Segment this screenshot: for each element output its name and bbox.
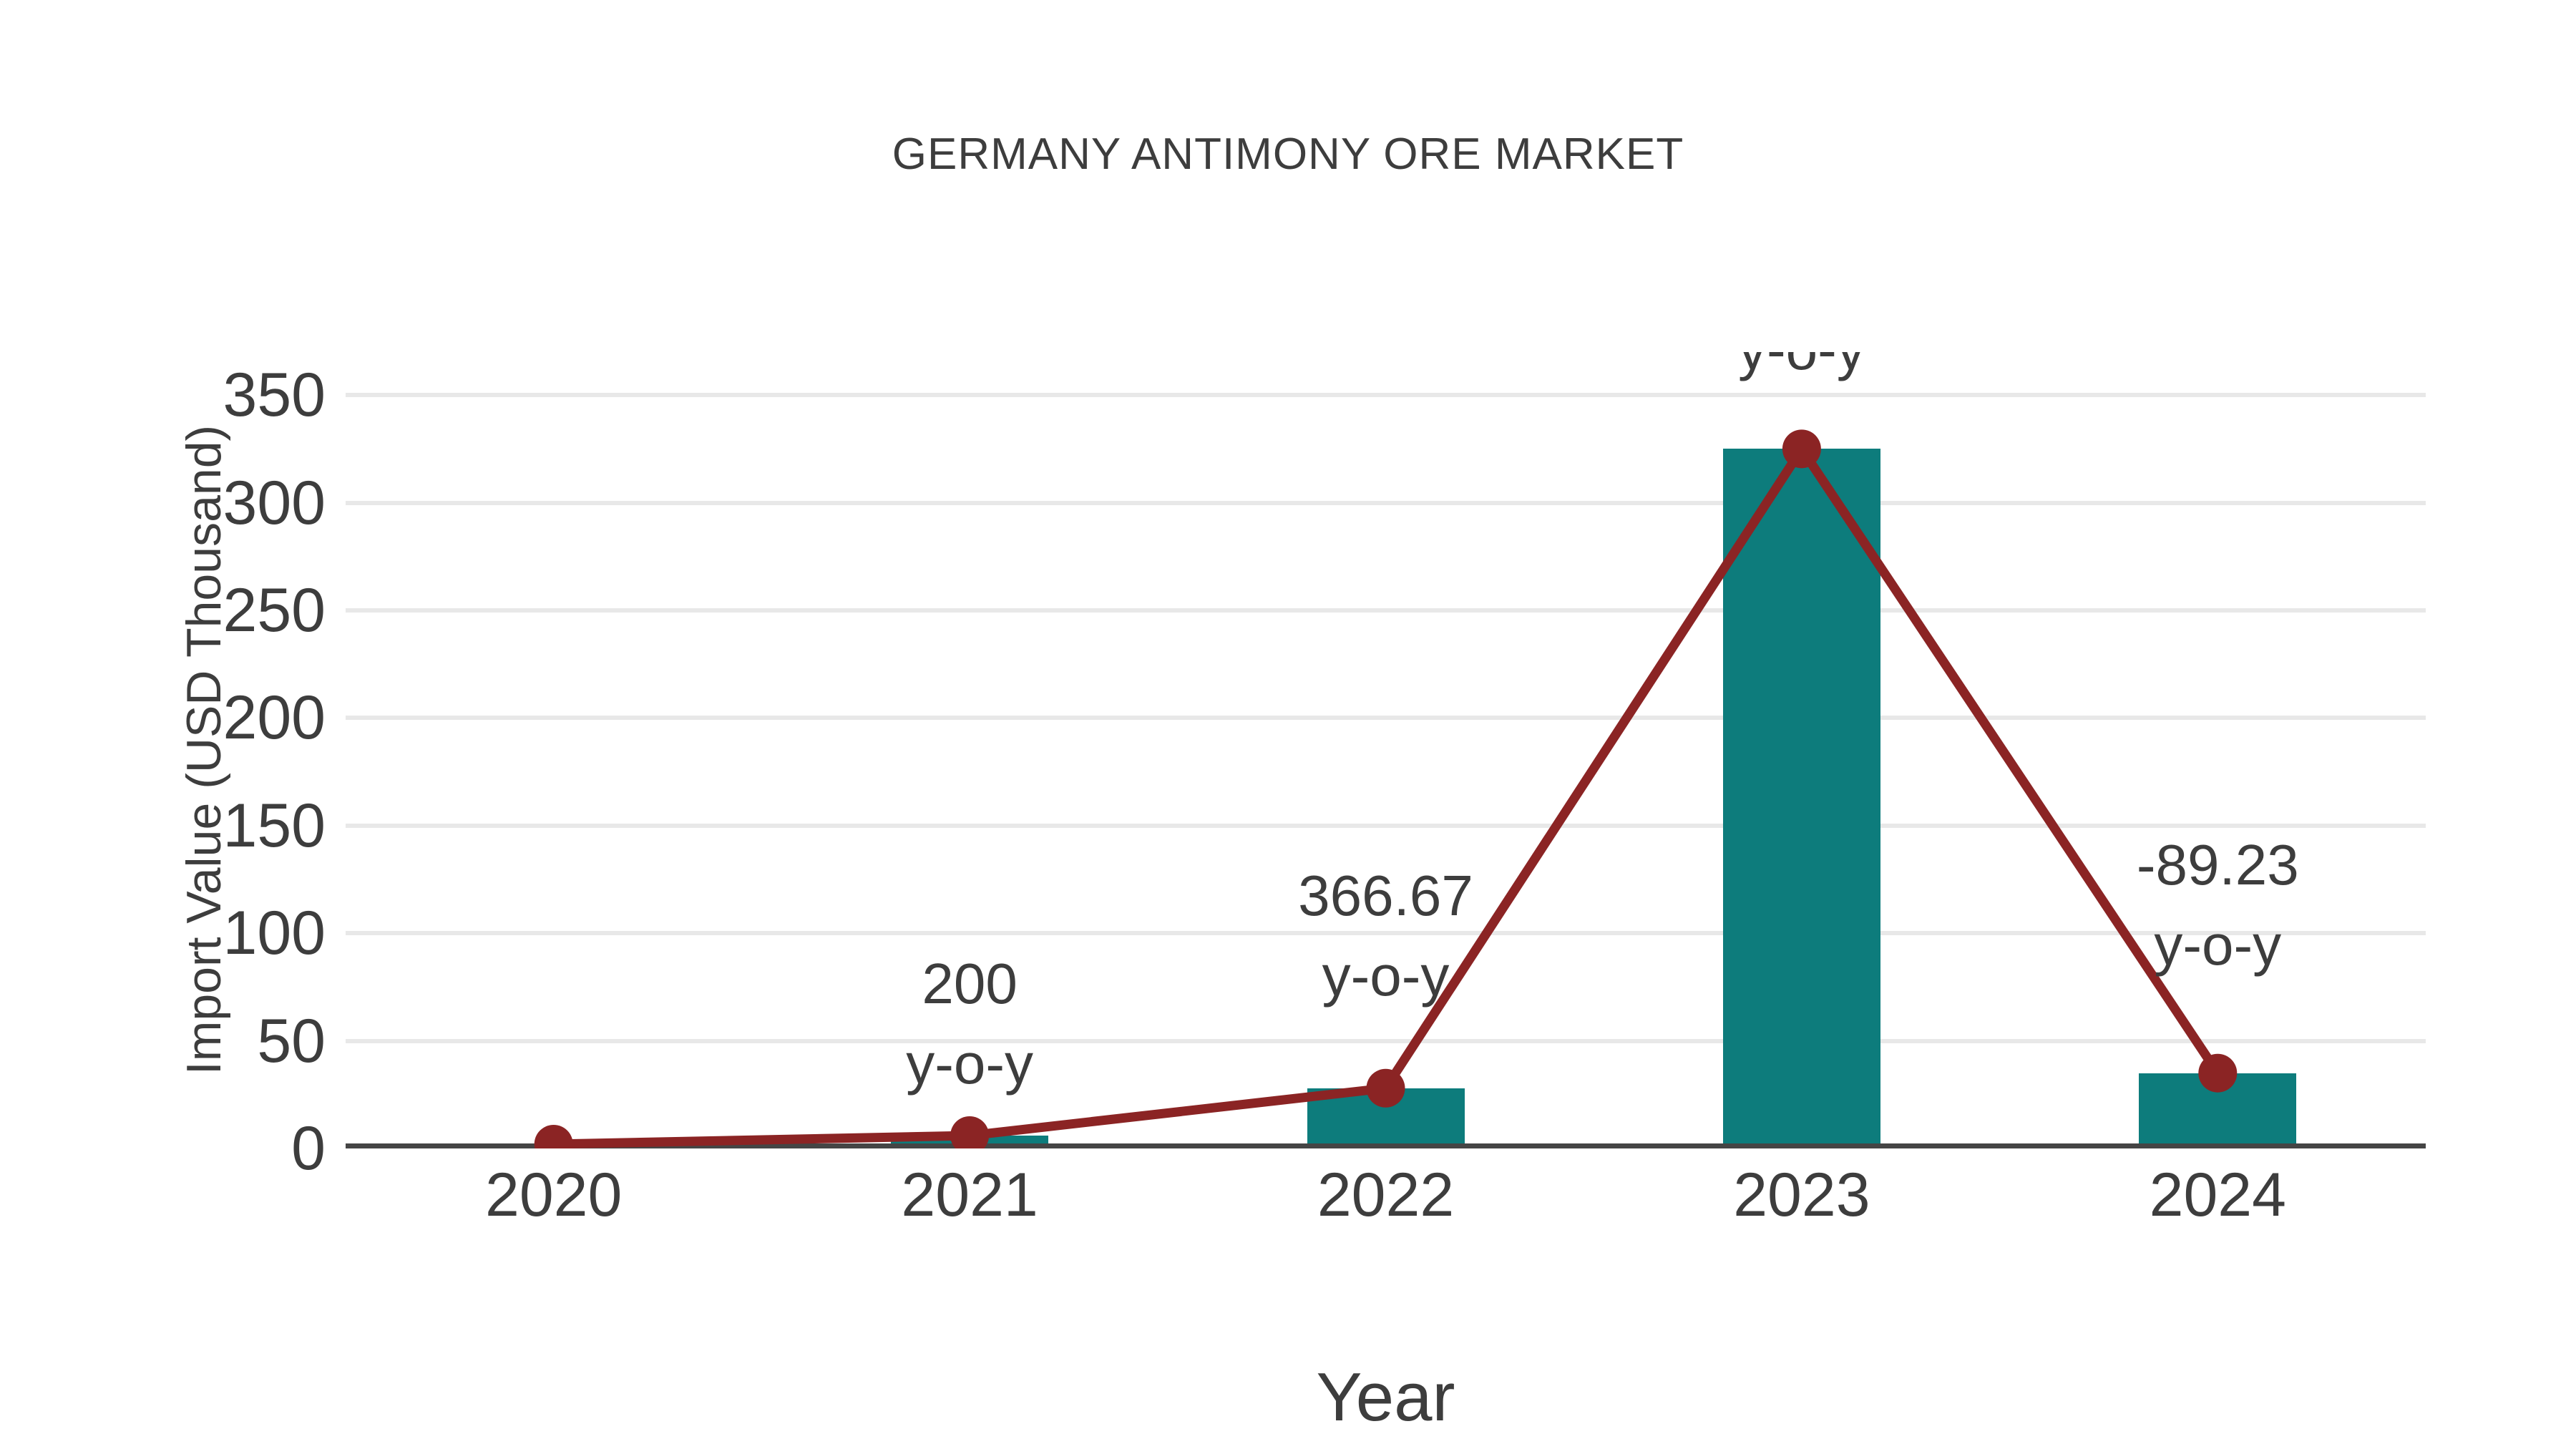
line-marker-2021 — [950, 1116, 990, 1148]
line-series — [534, 429, 2238, 1148]
annotation-sublabel: y-o-y — [906, 1031, 1033, 1096]
y-tick-250: 250 — [223, 575, 326, 645]
gridline-100 — [346, 931, 2426, 936]
annotation-sublabel: y-o-y — [1698, 352, 1905, 390]
annotation-value: 200 — [922, 951, 1018, 1015]
y-tick-50: 50 — [257, 1006, 326, 1075]
chart-title: GERMANY ANTIMONY ORE MARKET — [892, 130, 1684, 179]
y-tick-100: 100 — [223, 899, 326, 968]
y-tick-200: 200 — [223, 683, 326, 753]
x-tick-2023: 2023 — [1733, 1161, 1870, 1229]
annotation-sublabel: y-o-y — [1322, 943, 1450, 1008]
annotation-2022: 366.67 y-o-y — [1298, 856, 1473, 1016]
gridline-250 — [346, 608, 2426, 613]
x-tick-2022: 2022 — [1317, 1161, 1455, 1229]
gridline-300 — [346, 500, 2426, 505]
line-marker-2024 — [2198, 1053, 2238, 1093]
x-axis-title: Year — [1316, 1359, 1455, 1435]
bar-2023 — [1722, 449, 1880, 1148]
gridline-150 — [346, 823, 2426, 828]
gridline-200 — [346, 716, 2426, 721]
y-tick-300: 300 — [223, 468, 326, 537]
line-marker-2020 — [534, 1124, 573, 1148]
trend-line — [553, 440, 2222, 1148]
y-tick-350: 350 — [223, 361, 326, 430]
plot-area: 200y-o-y366.67y-o-y1060.71y-o-y-89.23y-o… — [346, 352, 2426, 1148]
x-tick-2021: 2021 — [901, 1161, 1038, 1229]
y-tick-150: 150 — [223, 791, 326, 860]
gridline-50 — [346, 1038, 2426, 1043]
annotation-sublabel: y-o-y — [2154, 912, 2282, 977]
annotation-2023: 1060.71y-o-y — [1698, 352, 1905, 390]
x-tick-2020: 2020 — [485, 1161, 623, 1229]
annotation-value: 366.67 — [1298, 863, 1473, 927]
x-axis-line — [346, 1143, 2426, 1148]
annotation-2024: -89.23 y-o-y — [2137, 825, 2299, 985]
annotation-value: -89.23 — [2136, 832, 2299, 897]
line-marker-2022 — [1366, 1068, 1405, 1108]
x-tick-2024: 2024 — [2149, 1161, 2286, 1229]
gridline-350 — [346, 393, 2426, 398]
y-tick-0: 0 — [291, 1114, 326, 1183]
annotation-2021: 200 y-o-y — [906, 944, 1033, 1104]
line-marker-2023 — [1782, 429, 1821, 469]
